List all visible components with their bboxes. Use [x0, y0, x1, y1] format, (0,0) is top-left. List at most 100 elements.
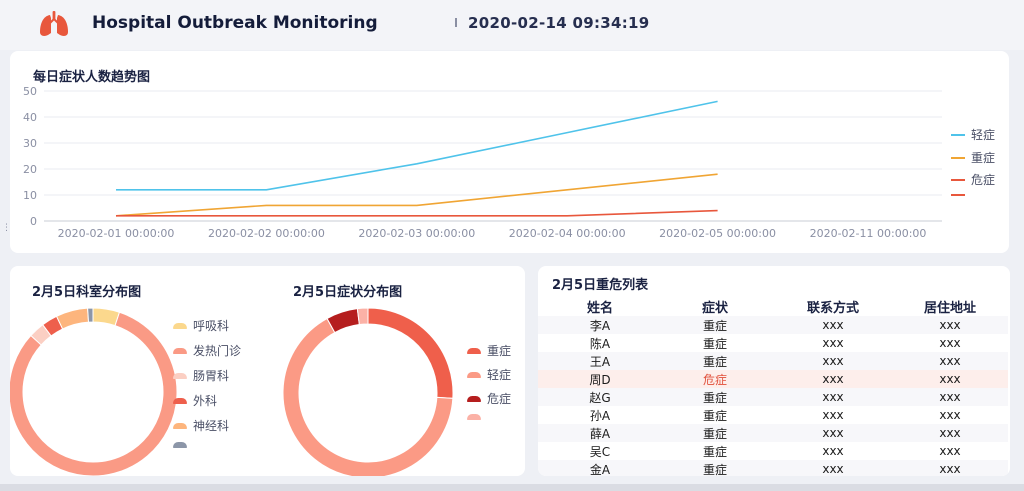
- department-legend-label: 外科: [193, 394, 218, 408]
- cell-address: xxx: [939, 408, 961, 422]
- column-header-symptom[interactable]: 症状: [701, 301, 728, 316]
- cell-symptom: 重症: [702, 408, 727, 423]
- legend-swatch-mild: [951, 133, 965, 136]
- cell-name: 孙A: [589, 408, 611, 423]
- cell-contact: xxx: [822, 354, 844, 368]
- cell-symptom: 重症: [702, 336, 727, 351]
- critical-list-card: 2月5日重危列表 姓名 症状 联系方式 居住地址 李A 重症 xxx xxx 陈A 重症 x…: [538, 266, 1010, 476]
- legend-item-mild[interactable]: 轻症: [951, 126, 995, 143]
- lungs-icon: [40, 11, 68, 36]
- symptom-legend-swatch: [467, 395, 481, 402]
- cell-name: 王A: [589, 354, 611, 369]
- symptom-legend-item-2[interactable]: 危症: [467, 390, 511, 407]
- x-tick-label: 2020-02-11 00:00:00: [810, 227, 927, 240]
- cell-name: 陈A: [589, 336, 611, 351]
- cell-contact: xxx: [822, 462, 844, 476]
- cell-address: xxx: [939, 444, 961, 458]
- department-slice-1: [10, 311, 178, 476]
- cell-contact: xxx: [822, 444, 844, 458]
- department-legend-item-1[interactable]: 发热门诊: [173, 342, 241, 359]
- cell-symptom: 重症: [702, 462, 727, 477]
- symptom-legend-label: 危症: [487, 392, 512, 406]
- critical-list-title: 2月5日重危列表: [552, 278, 649, 293]
- cell-symptom: 重症: [702, 354, 727, 369]
- series-line-0: [116, 100, 718, 191]
- cell-contact: xxx: [822, 408, 844, 422]
- department-donut-chart: [10, 307, 178, 476]
- symptom-legend-label: 轻症: [487, 368, 512, 382]
- department-legend-swatch: [173, 397, 187, 404]
- table-row[interactable]: 孙A 重症 xxx xxx: [538, 406, 1008, 424]
- department-legend-item-3[interactable]: 外科: [173, 392, 217, 409]
- symptom-chart-title: 2月5日症状分布图: [293, 285, 403, 300]
- legend-label-mild: 轻症: [971, 128, 996, 142]
- department-legend-swatch: [173, 422, 187, 429]
- symptom-chart-card: 2月5日症状分布图 重症轻症危症: [271, 266, 525, 476]
- table-row[interactable]: 陈A 重症 xxx xxx: [538, 334, 1008, 352]
- cell-symptom: 重症: [702, 426, 727, 441]
- x-tick-label: 2020-02-05 00:00:00: [659, 227, 776, 240]
- legend-item-critical[interactable]: 危症: [951, 171, 995, 188]
- column-header-contact[interactable]: 联系方式: [806, 301, 859, 316]
- cell-address: xxx: [939, 372, 961, 386]
- table-header: 姓名 症状 联系方式 居住地址: [538, 297, 1008, 316]
- x-tick-label: 2020-02-04 00:00:00: [509, 227, 626, 240]
- department-legend-label: 肠胃科: [193, 369, 230, 383]
- department-legend-item-0[interactable]: 呼吸科: [173, 317, 229, 334]
- legend-swatch-unnamed: [951, 194, 965, 196]
- cell-address: xxx: [939, 354, 961, 368]
- column-header-address[interactable]: 居住地址: [923, 301, 976, 316]
- department-legend-swatch: [173, 442, 187, 448]
- department-legend-label: 神经科: [193, 419, 230, 433]
- department-legend-item-4[interactable]: 神经科: [173, 417, 229, 434]
- header-divider: [455, 18, 457, 27]
- symptom-slice-0: [367, 307, 454, 399]
- cell-symptom: 重症: [702, 390, 727, 405]
- department-legend-item-5[interactable]: [173, 442, 193, 448]
- department-slice-4: [55, 307, 90, 330]
- symptom-legend-item-3[interactable]: [467, 414, 487, 420]
- bottom-scrollbar[interactable]: [0, 484, 1024, 491]
- cell-contact: xxx: [822, 318, 844, 332]
- table-row[interactable]: 王A 重症 xxx xxx: [538, 352, 1008, 370]
- y-tick-label: 50: [23, 85, 37, 98]
- cell-address: xxx: [939, 426, 961, 440]
- table-row[interactable]: 吴C 重症 xxx xxx: [538, 442, 1008, 460]
- y-tick-label: 40: [23, 111, 37, 124]
- table-row[interactable]: 金A 重症 xxx xxx: [538, 460, 1008, 476]
- legend-item-unnamed[interactable]: [951, 194, 971, 196]
- cell-name: 李A: [589, 318, 611, 333]
- current-datetime: 2020-02-14 09:34:19: [468, 14, 650, 32]
- department-legend-item-2[interactable]: 肠胃科: [173, 367, 229, 384]
- cell-symptom: 重症: [702, 318, 727, 333]
- y-tick-label: 20: [23, 163, 37, 176]
- trend-line-chart: 0 10 20 30 40 50 2020-02-01 00:00:00 2020-02-02…: [23, 85, 942, 240]
- table-row[interactable]: 薛A 重症 xxx xxx: [538, 424, 1008, 442]
- series-line-2: [116, 209, 718, 217]
- table-row[interactable]: 周D 危症 xxx xxx: [538, 370, 1008, 388]
- legend-swatch-severe: [951, 156, 965, 159]
- legend-label-severe: 重症: [971, 151, 996, 165]
- cell-address: xxx: [939, 390, 961, 404]
- column-header-name[interactable]: 姓名: [586, 301, 613, 316]
- cell-symptom: 重症: [702, 444, 727, 459]
- legend-item-severe[interactable]: 重症: [951, 149, 995, 166]
- symptom-donut-chart: [282, 307, 454, 476]
- y-tick-label: 30: [23, 137, 37, 150]
- drag-handle-icon[interactable]: ⋮: [2, 223, 11, 233]
- table-row[interactable]: 赵G 重症 xxx xxx: [538, 388, 1008, 406]
- app-title: Hospital Outbreak Monitoring: [92, 13, 378, 33]
- symptom-legend-label: 重症: [487, 344, 512, 358]
- symptom-legend-swatch: [467, 414, 481, 420]
- symptom-legend-item-0[interactable]: 重症: [467, 342, 511, 359]
- cell-address: xxx: [939, 336, 961, 350]
- symptom-legend-swatch: [467, 371, 481, 378]
- x-tick-label: 2020-02-02 00:00:00: [208, 227, 325, 240]
- cell-contact: xxx: [822, 426, 844, 440]
- symptom-legend-item-1[interactable]: 轻症: [467, 366, 511, 383]
- cell-contact: xxx: [822, 390, 844, 404]
- y-tick-label: 0: [30, 215, 37, 228]
- table-row[interactable]: 李A 重症 xxx xxx: [538, 316, 1008, 334]
- department-chart-title: 2月5日科室分布图: [32, 285, 142, 300]
- department-legend-swatch: [173, 347, 187, 354]
